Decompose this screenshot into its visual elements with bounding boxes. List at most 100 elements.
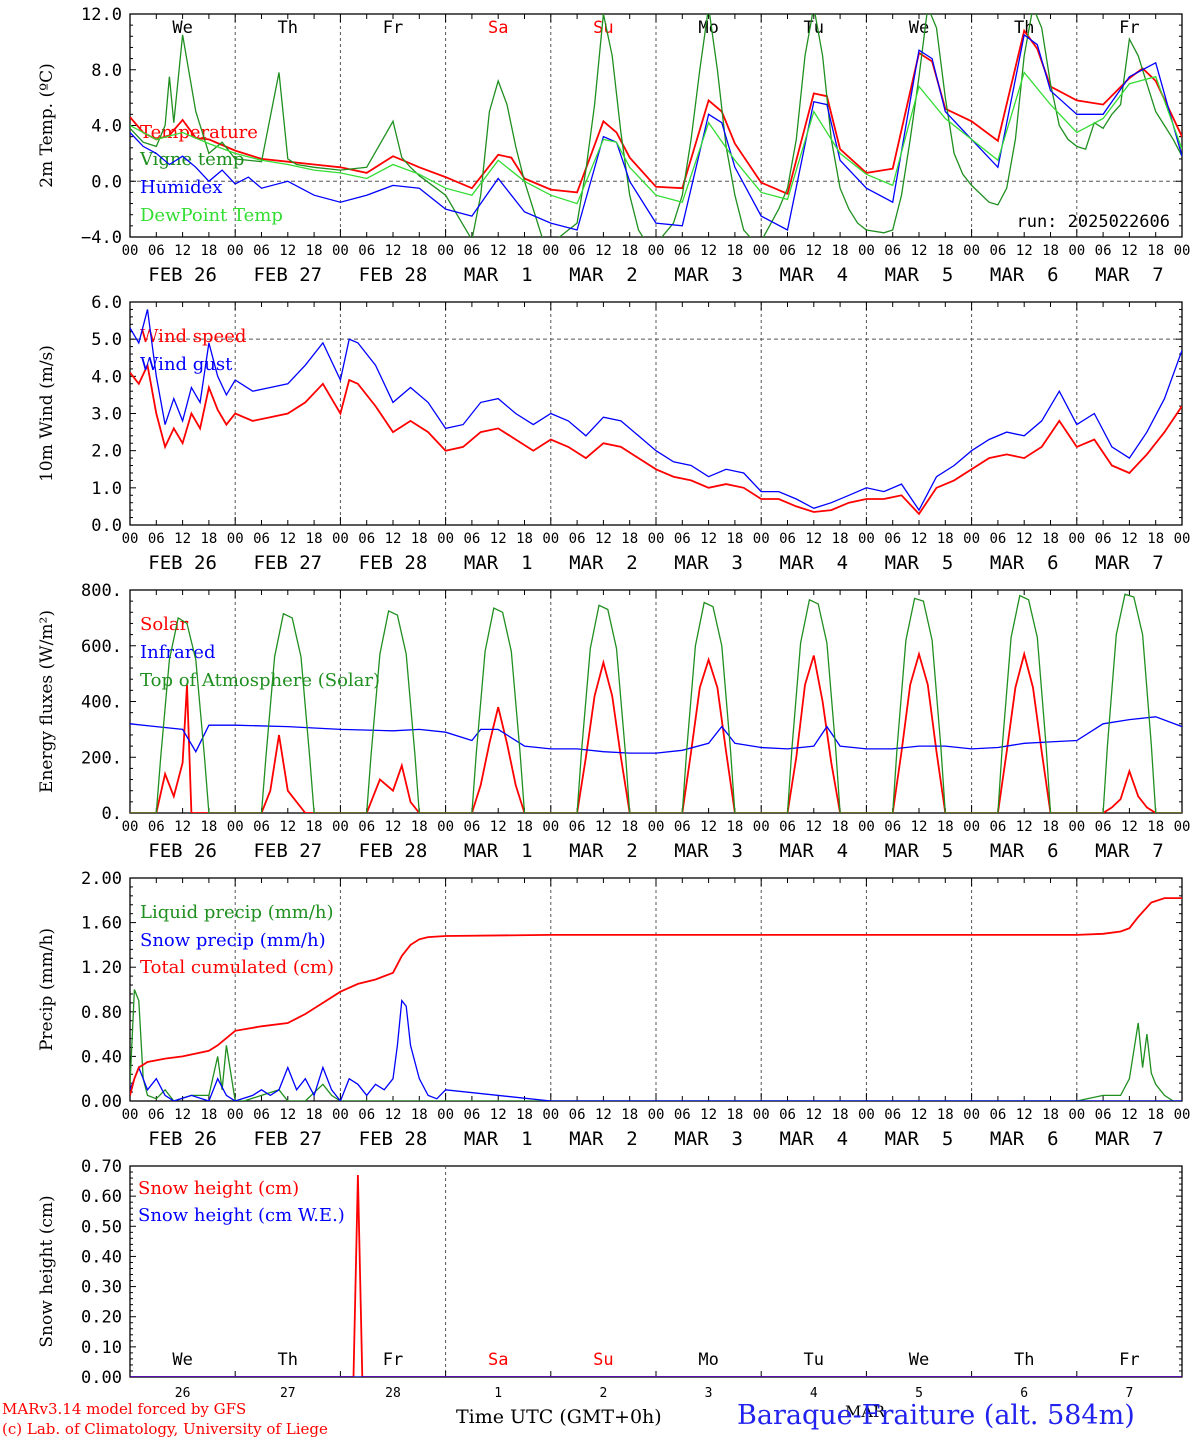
date-label: MAR 3 [674,1128,743,1150]
hour-tick-label: 18 [306,819,323,835]
day-number-label: 26 [175,1386,191,1401]
date-label: MAR 5 [885,552,954,574]
hour-tick-label: 12 [595,243,612,259]
hour-tick-label: 00 [227,1107,244,1123]
hour-tick-label: 00 [753,243,770,259]
hour-tick-label: 18 [1042,243,1059,259]
date-label: MAR 4 [779,1128,848,1150]
y-tick-label: 2.00 [81,869,122,889]
day-number-label: 5 [915,1386,923,1401]
series-temperature [130,28,1182,196]
date-label: MAR 2 [569,264,638,286]
hour-tick-label: 18 [726,531,743,547]
y-tick-label: 4.0 [91,117,122,137]
date-label: MAR 3 [674,552,743,574]
series-wind-speed [130,362,1182,516]
hour-tick-label: 00 [858,531,875,547]
y-tick-label: 0.00 [81,1092,122,1112]
hour-tick-label: 00 [542,243,559,259]
hour-tick-label: 12 [174,819,191,835]
hour-tick-label: 12 [385,243,402,259]
hour-tick-label: 06 [463,819,480,835]
hour-tick-label: 18 [1042,819,1059,835]
hour-tick-label: 00 [122,531,139,547]
hour-tick-label: 06 [569,531,586,547]
hour-tick-label: 18 [1147,819,1164,835]
y-tick-label: 0.00 [81,1368,122,1388]
y-tick-label: 3.0 [91,405,122,425]
hour-tick-label: 00 [542,531,559,547]
date-label: MAR 1 [464,264,533,286]
series-top-of-atmosphere-solar [130,593,1182,813]
y-axis-label: 2m Temp. (ºC) [37,63,57,188]
hour-tick-label: 18 [832,243,849,259]
date-label: MAR 4 [779,840,848,862]
hour-tick-label: 18 [1147,243,1164,259]
hour-tick-label: 00 [1068,531,1085,547]
weekday-label: Tu [804,1350,824,1370]
hour-tick-label: 12 [911,1107,928,1123]
hour-tick-label: 00 [1174,243,1191,259]
hour-tick-label: 00 [332,1107,349,1123]
day-number-label: 27 [280,1386,296,1401]
hour-tick-label: 12 [805,243,822,259]
legend-label: Solar [140,614,189,635]
date-label: FEB 26 [148,552,217,574]
day-number-label: 1 [494,1386,502,1401]
hour-tick-label: 06 [148,531,165,547]
hour-tick-label: 00 [648,819,665,835]
legend-label: Wind gust [140,354,233,375]
hour-tick-label: 06 [148,243,165,259]
date-label: MAR 2 [569,1128,638,1150]
hour-tick-label: 06 [463,531,480,547]
hour-tick-label: 12 [279,819,296,835]
hour-tick-label: 18 [411,531,428,547]
hour-tick-label: 00 [1174,819,1191,835]
hour-tick-label: 06 [253,1107,270,1123]
series-snow-precip-mm-h [130,998,1182,1101]
hour-tick-label: 18 [1147,531,1164,547]
hour-tick-label: 12 [174,243,191,259]
date-label: FEB 28 [359,552,428,574]
hour-tick-label: 18 [516,1107,533,1123]
hour-tick-label: 12 [1016,1107,1033,1123]
hour-tick-label: 06 [253,243,270,259]
lab-credit: (c) Lab. of Climatology, University of L… [2,1420,328,1438]
hour-tick-label: 00 [753,531,770,547]
hour-tick-label: 00 [227,243,244,259]
hour-tick-label: 06 [674,531,691,547]
hour-tick-label: 18 [726,1107,743,1123]
hour-tick-label: 06 [989,531,1006,547]
hour-tick-label: 00 [753,1107,770,1123]
hour-tick-label: 18 [726,819,743,835]
hour-tick-label: 12 [1121,531,1138,547]
plot-frame [129,13,1183,238]
hour-tick-label: 00 [437,531,454,547]
hour-tick-label: 06 [674,243,691,259]
legend-label: Snow precip (mm/h) [140,930,326,951]
weekday-label: We [909,1350,929,1370]
hour-tick-label: 12 [490,243,507,259]
weekday-label: Mo [698,18,718,38]
series-vigne-temp [130,14,1182,237]
hour-tick-label: 18 [832,1107,849,1123]
hour-tick-label: 06 [989,243,1006,259]
date-label: FEB 28 [359,1128,428,1150]
y-tick-label: 0.10 [81,1338,122,1358]
y-tick-label: 0.50 [81,1217,122,1237]
hour-tick-label: 06 [884,819,901,835]
hour-tick-label: 00 [437,1107,454,1123]
hour-tick-label: 18 [516,819,533,835]
hour-tick-label: 12 [1016,243,1033,259]
hour-tick-label: 18 [937,531,954,547]
hour-tick-label: 00 [963,531,980,547]
hour-tick-label: 12 [1121,1107,1138,1123]
hour-tick-label: 18 [200,243,217,259]
date-label: MAR 6 [990,552,1059,574]
hour-tick-label: 00 [963,243,980,259]
y-tick-label: 0.70 [81,1157,122,1177]
hour-tick-label: 00 [648,243,665,259]
y-tick-label: 1.20 [81,958,122,978]
legend-label: Total cumulated (cm) [140,957,334,978]
date-label: FEB 26 [148,264,217,286]
